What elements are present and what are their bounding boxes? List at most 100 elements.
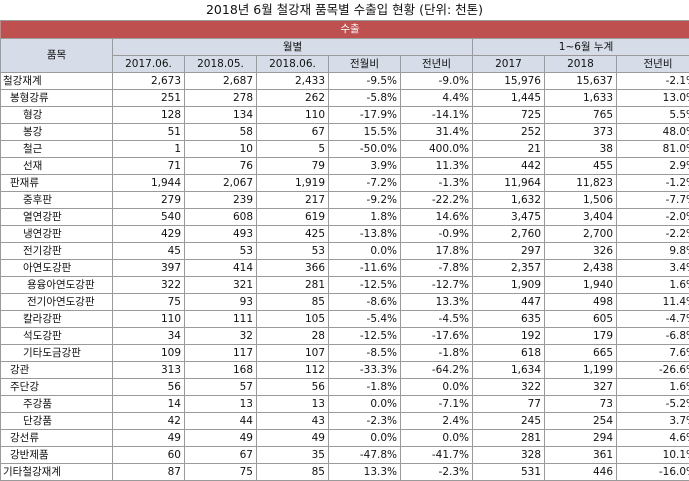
- value-cell: -1.3%: [401, 175, 473, 192]
- value-cell: 0.0%: [329, 396, 401, 413]
- value-cell: 414: [185, 260, 257, 277]
- value-cell: 252: [473, 124, 545, 141]
- value-cell: 0.0%: [401, 430, 473, 447]
- value-cell: 87: [113, 464, 185, 481]
- value-cell: 239: [185, 192, 257, 209]
- value-cell: 0.0%: [329, 243, 401, 260]
- value-cell: 531: [473, 464, 545, 481]
- item-header: 품목: [1, 39, 113, 73]
- value-cell: -5.8%: [329, 90, 401, 107]
- value-cell: -7.8%: [401, 260, 473, 277]
- value-cell: -12.7%: [401, 277, 473, 294]
- item-name-cell: 주강품: [1, 396, 113, 413]
- value-cell: -4.7%: [617, 311, 689, 328]
- value-cell: 4.6%: [617, 430, 689, 447]
- value-cell: -47.8%: [329, 447, 401, 464]
- value-cell: 11.3%: [401, 158, 473, 175]
- value-cell: 1.6%: [617, 277, 689, 294]
- value-cell: 493: [185, 226, 257, 243]
- value-cell: 605: [545, 311, 617, 328]
- value-cell: -26.6%: [617, 362, 689, 379]
- value-cell: 15,637: [545, 73, 617, 90]
- value-cell: 262: [257, 90, 329, 107]
- value-cell: 665: [545, 345, 617, 362]
- value-cell: -7.2%: [329, 175, 401, 192]
- value-cell: -2.2%: [617, 226, 689, 243]
- value-cell: 15,976: [473, 73, 545, 90]
- value-cell: 11.4%: [617, 294, 689, 311]
- value-cell: 32: [185, 328, 257, 345]
- column-header: 2018.05.: [185, 56, 257, 73]
- value-cell: 618: [473, 345, 545, 362]
- value-cell: 35: [257, 447, 329, 464]
- value-cell: 112: [257, 362, 329, 379]
- value-cell: 1,445: [473, 90, 545, 107]
- value-cell: -2.3%: [401, 464, 473, 481]
- value-cell: 28: [257, 328, 329, 345]
- value-cell: -12.5%: [329, 328, 401, 345]
- value-cell: -17.6%: [401, 328, 473, 345]
- value-cell: 608: [185, 209, 257, 226]
- export-table: 수출 품목 월별 1~6월 누계 2017.06. 2018.05. 2018.…: [0, 20, 689, 481]
- value-cell: 446: [545, 464, 617, 481]
- value-cell: -8.6%: [329, 294, 401, 311]
- value-cell: 2.9%: [617, 158, 689, 175]
- value-cell: 49: [185, 430, 257, 447]
- value-cell: 281: [257, 277, 329, 294]
- value-cell: 279: [113, 192, 185, 209]
- column-header: 2018.06.: [257, 56, 329, 73]
- value-cell: 254: [545, 413, 617, 430]
- value-cell: 15.5%: [329, 124, 401, 141]
- value-cell: 429: [113, 226, 185, 243]
- value-cell: 1,919: [257, 175, 329, 192]
- value-cell: 3.9%: [329, 158, 401, 175]
- value-cell: -2.3%: [329, 413, 401, 430]
- value-cell: 75: [185, 464, 257, 481]
- value-cell: 53: [257, 243, 329, 260]
- value-cell: 3.7%: [617, 413, 689, 430]
- value-cell: 60: [113, 447, 185, 464]
- value-cell: 34: [113, 328, 185, 345]
- value-cell: 1,944: [113, 175, 185, 192]
- value-cell: 1,506: [545, 192, 617, 209]
- value-cell: 42: [113, 413, 185, 430]
- item-name-cell: 기타도금강판: [1, 345, 113, 362]
- item-name-cell: 봉형강류: [1, 90, 113, 107]
- item-name-cell: 강관: [1, 362, 113, 379]
- value-cell: 245: [473, 413, 545, 430]
- value-cell: 765: [545, 107, 617, 124]
- value-cell: 294: [545, 430, 617, 447]
- value-cell: 109: [113, 345, 185, 362]
- item-name-cell: 중후판: [1, 192, 113, 209]
- value-cell: 313: [113, 362, 185, 379]
- item-name-cell: 열연강판: [1, 209, 113, 226]
- value-cell: 619: [257, 209, 329, 226]
- value-cell: -9.5%: [329, 73, 401, 90]
- item-name-cell: 선재: [1, 158, 113, 175]
- value-cell: 81.0%: [617, 141, 689, 158]
- value-cell: -13.8%: [329, 226, 401, 243]
- value-cell: 4.4%: [401, 90, 473, 107]
- item-name-cell: 전기강판: [1, 243, 113, 260]
- value-cell: 1,632: [473, 192, 545, 209]
- value-cell: -1.8%: [401, 345, 473, 362]
- value-cell: -0.9%: [401, 226, 473, 243]
- item-name-cell: 아연도강판: [1, 260, 113, 277]
- value-cell: -64.2%: [401, 362, 473, 379]
- value-cell: 168: [185, 362, 257, 379]
- value-cell: 327: [545, 379, 617, 396]
- value-cell: 13.3%: [329, 464, 401, 481]
- value-cell: 425: [257, 226, 329, 243]
- value-cell: 5: [257, 141, 329, 158]
- value-cell: 217: [257, 192, 329, 209]
